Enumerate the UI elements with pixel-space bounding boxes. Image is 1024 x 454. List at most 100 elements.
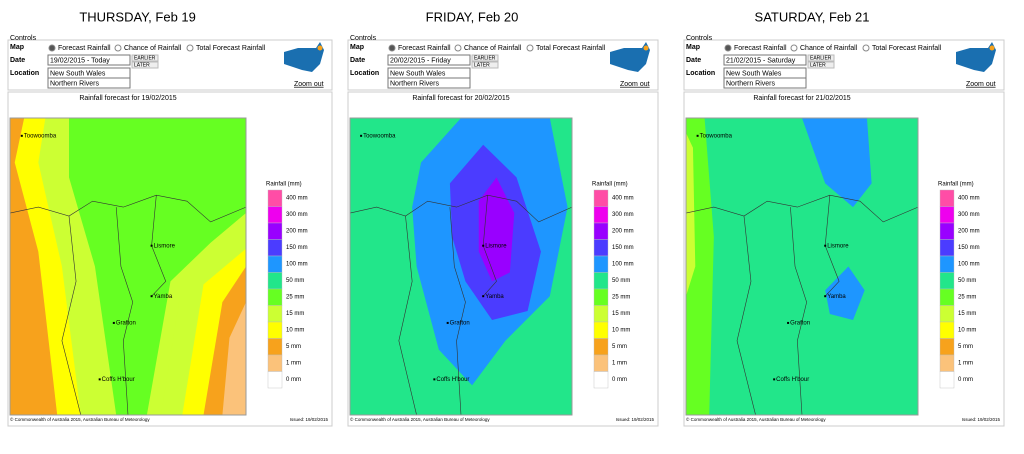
radio-label[interactable]: Forecast Rainfall [398,45,451,52]
zoom-out-link[interactable]: Zoom out [966,81,996,88]
legend-label: 25 mm [958,295,976,301]
town-label: Lismore [154,243,176,249]
map-area-border [9,117,247,416]
town-marker [150,295,153,298]
radio-label[interactable]: Chance of Rainfall [464,45,522,52]
region-value[interactable]: Northern Rivers [390,80,440,87]
zoom-out-link[interactable]: Zoom out [294,81,324,88]
map-label: Map [350,44,364,51]
copyright: © Commonwealth of Australia 2015, Austra… [350,416,490,422]
town-marker [696,134,699,137]
region-value[interactable]: Northern Rivers [726,80,776,87]
legend-label: 10 mm [958,328,976,334]
region-select[interactable] [723,77,807,89]
radio-button[interactable] [186,44,194,52]
legend-label: 5 mm [612,344,627,350]
legend-swatch [939,239,955,257]
legend-label: 300 mm [286,212,308,218]
date-value[interactable]: 21/02/2015 - Saturday [726,57,796,64]
boundary-line [824,195,840,297]
later-button[interactable] [807,61,835,69]
legend-swatch [939,255,955,273]
town-label: Coffs H'bour [776,377,809,383]
map-label: Map [686,44,700,51]
radio-button[interactable] [526,44,534,52]
earlier-text[interactable]: EARLIER [810,55,832,61]
earlier-button[interactable] [807,54,835,62]
rainfall-area [69,118,246,415]
town-label: Yamba [154,294,173,300]
radio-button[interactable] [790,44,798,52]
forecast-panel: FRIDAY, Feb 20 Controls Map Forecast Rainfa… [347,9,659,427]
legend-title: Rainfall (mm) [266,182,302,188]
radio-button[interactable] [862,44,870,52]
nsw-icon[interactable] [610,42,650,72]
later-button[interactable] [471,61,499,69]
location-label: Location [10,70,39,77]
town-marker [824,295,827,298]
legend-swatch [939,305,955,323]
region-select[interactable] [47,77,131,89]
town-label: Toowoomba [363,133,396,139]
date-select[interactable] [723,54,807,66]
legend-swatch [267,206,283,224]
radio-button[interactable] [388,44,396,52]
region-value[interactable]: Northern Rivers [50,80,100,87]
legend-title: Rainfall (mm) [938,182,974,188]
radio-button[interactable] [454,44,462,52]
radio-label[interactable]: Total Forecast Rainfall [872,45,942,52]
radio-label[interactable]: Chance of Rainfall [124,45,182,52]
earlier-text[interactable]: EARLIER [134,55,156,61]
legend-swatch [593,305,609,323]
legend-swatch [939,206,955,224]
nsw-icon[interactable] [284,42,324,72]
legend-swatch [593,272,609,290]
town-label: Toowoomba [700,133,733,139]
later-text[interactable]: LATER [134,62,150,68]
radio-label[interactable]: Total Forecast Rainfall [196,45,266,52]
radio-label[interactable]: Forecast Rainfall [734,45,787,52]
radio-label[interactable]: Forecast Rainfall [58,45,111,52]
legend-swatch [593,354,609,372]
state-value[interactable]: New South Wales [50,70,106,77]
legend-label: 150 mm [612,245,634,251]
date-value[interactable]: 19/02/2015 - Today [50,57,110,64]
radio-button[interactable] [48,44,56,52]
town-marker [98,378,101,381]
nsw-icon-marker [317,45,323,51]
town-label: Lismore [485,243,507,249]
issued-date: Issued: 19/02/2015 [290,417,329,422]
radio-label[interactable]: Total Forecast Rainfall [536,45,606,52]
date-select[interactable] [387,54,471,66]
town-label: Yamba [485,294,504,300]
legend-swatch [939,321,955,339]
zoom-out-link[interactable]: Zoom out [620,81,650,88]
legend-label: 50 mm [612,278,630,284]
state-value[interactable]: New South Wales [390,70,446,77]
legend-swatch [593,206,609,224]
radio-button[interactable] [114,44,122,52]
boundary-line [151,195,167,297]
boundary-line [790,207,807,416]
radio-label[interactable]: Chance of Rainfall [800,45,858,52]
later-text[interactable]: LATER [474,62,490,68]
legend-label: 10 mm [286,328,304,334]
rainfall-area [686,118,918,415]
forecast-panel: THURSDAY, Feb 19 Controls Map Forecast Rain… [7,9,333,427]
forecast-panel: SATURDAY, Feb 21 Controls Map Forecast Rain… [683,9,1005,427]
earlier-button[interactable] [471,54,499,62]
town-label: Coffs H'bour [102,377,135,383]
legend-swatch [267,272,283,290]
earlier-button[interactable] [131,54,159,62]
region-select[interactable] [387,77,471,89]
later-text[interactable]: LATER [810,62,826,68]
state-value[interactable]: New South Wales [726,70,782,77]
date-value[interactable]: 20/02/2015 - Friday [390,57,451,64]
legend-label: 400 mm [612,196,634,202]
nsw-icon[interactable] [956,42,996,72]
radio-button[interactable] [724,44,732,52]
later-button[interactable] [131,61,159,69]
date-select[interactable] [47,54,131,66]
rainfall-area [222,302,246,415]
earlier-text[interactable]: EARLIER [474,55,496,61]
